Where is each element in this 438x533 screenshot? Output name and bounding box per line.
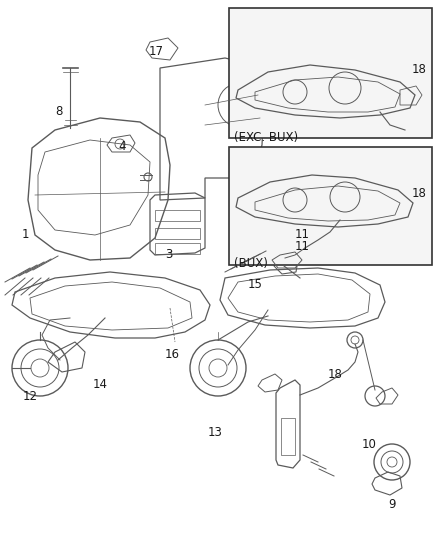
Text: 8: 8 (55, 105, 62, 118)
Text: 10: 10 (362, 438, 377, 451)
FancyBboxPatch shape (229, 147, 432, 265)
Text: (EXC. BUX): (EXC. BUX) (234, 131, 298, 144)
Text: 16: 16 (165, 348, 180, 361)
Text: 4: 4 (118, 140, 126, 153)
FancyBboxPatch shape (229, 8, 432, 138)
Text: 11: 11 (295, 240, 310, 253)
Text: 1: 1 (22, 228, 29, 241)
Text: 12: 12 (23, 390, 38, 403)
Text: 11: 11 (295, 228, 310, 241)
Text: 14: 14 (93, 378, 108, 391)
Text: 18: 18 (328, 368, 343, 381)
Text: (BUX): (BUX) (234, 257, 268, 270)
Text: 17: 17 (149, 45, 164, 58)
Text: 15: 15 (248, 278, 263, 291)
Text: 13: 13 (208, 426, 223, 439)
Text: 18: 18 (412, 187, 427, 200)
Text: 3: 3 (165, 248, 173, 261)
Text: 9: 9 (388, 498, 396, 511)
Text: 18: 18 (412, 63, 427, 76)
